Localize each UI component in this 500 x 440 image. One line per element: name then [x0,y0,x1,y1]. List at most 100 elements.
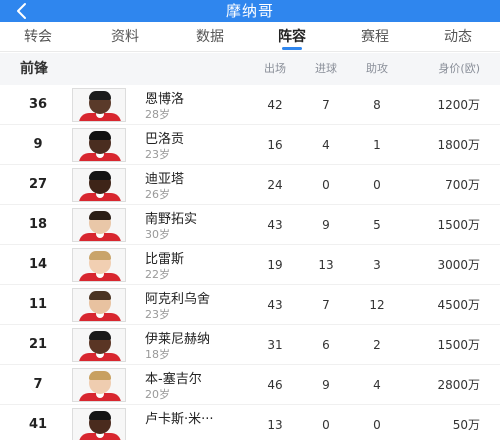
shirt-number: 21 [28,337,48,352]
shirt-number: 27 [28,177,48,192]
player-name: 阿克利乌舍 [145,292,211,307]
player-hair [89,291,111,300]
player-assists: 12 [369,298,385,312]
player-name: 恩博洛 [145,92,185,107]
player-age: 23岁 [145,308,170,321]
player-apps: 46 [267,378,283,392]
player-row[interactable]: 27 迪亚塔 26岁 24 0 0 700万 [0,165,500,205]
tab-squad[interactable]: 阵容 [262,22,322,52]
player-apps: 43 [267,218,283,232]
tab-transfers[interactable]: 转会 [24,29,52,45]
kit-collar [96,313,104,318]
tab-schedule[interactable]: 赛程 [361,29,389,45]
player-photo [72,168,126,202]
player-value: 700万 [445,178,480,192]
player-row[interactable]: 9 巴洛贡 23岁 16 4 1 1800万 [0,125,500,165]
player-goals: 0 [322,418,330,432]
player-name: 比雷斯 [145,252,185,267]
player-age: 18岁 [145,348,170,361]
player-photo [72,88,126,122]
team-title: 摩纳哥 [225,2,274,20]
player-row[interactable]: 41 卢卡斯·米··· 13 0 0 50万 [0,405,500,440]
player-apps: 43 [267,298,283,312]
player-photo [72,128,126,162]
tab-bar: 转会 资料 数据 阵容 赛程 动态 [0,22,500,52]
player-age: 26岁 [145,188,170,201]
player-photo [72,288,126,322]
player-name: 卢卡斯·米··· [145,412,214,427]
player-assists: 0 [373,418,381,432]
player-apps: 31 [267,338,283,352]
col-goals: 进球 [315,62,337,75]
section-header: 前锋 出场 进球 助攻 身价(欧) [0,53,500,85]
player-goals: 4 [322,138,330,152]
player-assists: 5 [373,218,381,232]
kit-collar [96,113,104,118]
player-value: 2800万 [437,378,480,392]
player-age: 30岁 [145,228,170,241]
player-value: 50万 [452,418,480,432]
player-row[interactable]: 11 阿克利乌舍 23岁 43 7 12 4500万 [0,285,500,325]
player-goals: 0 [322,178,330,192]
player-age: 28岁 [145,108,170,121]
kit-collar [96,273,104,278]
player-assists: 2 [373,338,381,352]
col-assists: 助攻 [366,62,388,75]
player-hair [89,131,111,140]
top-bar: 摩纳哥 [0,0,500,22]
player-row[interactable]: 18 南野拓实 30岁 43 9 5 1500万 [0,205,500,245]
player-goals: 13 [318,258,334,272]
player-value: 1500万 [437,338,480,352]
player-hair [89,371,111,380]
col-apps: 出场 [264,62,286,75]
player-photo [72,408,126,440]
player-photo [72,328,126,362]
player-apps: 19 [267,258,283,272]
tab-squad-label: 阵容 [278,29,306,45]
shirt-number: 14 [28,257,48,272]
shirt-number: 7 [33,377,43,392]
player-hair [89,411,111,420]
player-photo [72,248,126,282]
player-value: 1500万 [437,218,480,232]
player-apps: 13 [267,418,283,432]
shirt-number: 41 [28,417,48,432]
player-name: 伊莱尼赫纳 [145,332,211,347]
active-tab-indicator [282,47,302,50]
player-photo [72,208,126,242]
player-hair [89,171,111,180]
tab-news[interactable]: 动态 [444,29,472,45]
player-name: 南野拓实 [145,212,198,227]
kit-collar [96,353,104,358]
player-name: 迪亚塔 [145,172,185,187]
player-goals: 7 [322,298,330,312]
kit-collar [96,393,104,398]
player-goals: 6 [322,338,330,352]
player-age: 23岁 [145,148,170,161]
player-hair [89,251,111,260]
tab-stats[interactable]: 数据 [196,29,224,45]
chevron-left-icon[interactable] [12,2,34,20]
player-name: 本-塞吉尔 [145,372,202,387]
shirt-number: 9 [33,137,43,152]
player-assists: 0 [373,178,381,192]
player-assists: 3 [373,258,381,272]
col-value: 身价(欧) [438,62,480,75]
player-value: 1800万 [437,138,480,152]
player-row[interactable]: 14 比雷斯 22岁 19 13 3 3000万 [0,245,500,285]
shirt-number: 11 [28,297,48,312]
player-apps: 24 [267,178,283,192]
kit-collar [96,433,104,438]
player-name: 巴洛贡 [145,132,185,147]
player-hair [89,331,111,340]
player-goals: 9 [322,218,330,232]
player-apps: 42 [267,98,283,112]
kit-collar [96,233,104,238]
player-row[interactable]: 7 本-塞吉尔 20岁 46 9 4 2800万 [0,365,500,405]
tab-profile[interactable]: 资料 [111,29,139,45]
player-goals: 7 [322,98,330,112]
player-row[interactable]: 36 恩博洛 28岁 42 7 8 1200万 [0,85,500,125]
player-row[interactable]: 21 伊莱尼赫纳 18岁 31 6 2 1500万 [0,325,500,365]
shirt-number: 18 [28,217,48,232]
